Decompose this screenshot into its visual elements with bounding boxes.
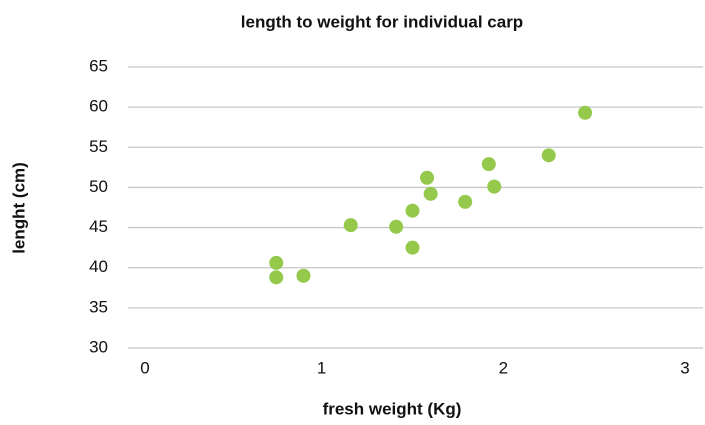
x-axis-label: fresh weight (Kg)	[323, 399, 462, 418]
y-tick-label: 30	[89, 337, 108, 356]
point	[487, 179, 502, 194]
point	[389, 219, 404, 234]
point	[578, 105, 593, 120]
point	[296, 268, 311, 283]
point	[269, 255, 284, 270]
y-tick-label: 60	[89, 97, 108, 116]
x-tick-label: 1	[317, 358, 326, 377]
point	[420, 170, 435, 185]
x-tick-label: 0	[140, 358, 149, 377]
y-tick-label: 35	[89, 297, 108, 316]
y-tick-label: 40	[89, 257, 108, 276]
y-tick-label: 65	[89, 56, 108, 75]
point	[343, 218, 358, 233]
y-axis-label: lenght (cm)	[9, 162, 28, 254]
point	[423, 186, 438, 201]
point	[458, 194, 473, 209]
point	[269, 270, 284, 285]
point	[405, 240, 420, 255]
y-tick-label: 45	[89, 217, 108, 236]
point	[405, 203, 420, 218]
point	[481, 157, 496, 172]
point	[541, 148, 556, 163]
y-tick-label: 50	[89, 177, 108, 196]
x-tick-label: 3	[680, 358, 689, 377]
chart-title: length to weight for individual carp	[241, 12, 523, 31]
x-tick-label: 2	[499, 358, 508, 377]
y-tick-label: 55	[89, 137, 108, 156]
